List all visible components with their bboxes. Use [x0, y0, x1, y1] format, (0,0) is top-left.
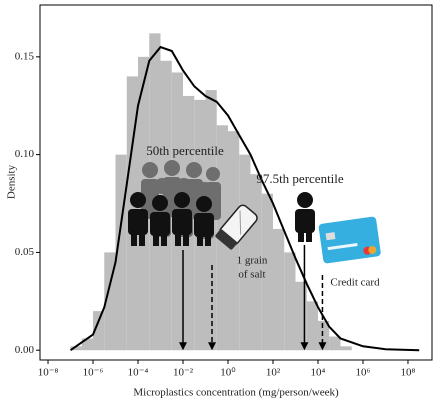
annotation-text: 1 grain	[237, 255, 268, 267]
bar	[239, 155, 250, 351]
bar	[329, 337, 340, 351]
y-tick-label: 0.00	[15, 344, 35, 356]
annotation-text: 50th percentile	[146, 143, 224, 158]
annotation-text: Credit card	[330, 277, 380, 289]
x-tick-label: 10⁰	[220, 367, 236, 379]
x-tick-label: 10⁻⁸	[38, 367, 59, 379]
x-tick-label: 10⁶	[356, 367, 371, 379]
bar	[340, 346, 351, 350]
chart: 50th percentile 1 grain of salt 97.5th perc…	[0, 0, 437, 405]
x-tick-label: 10⁻²	[173, 367, 194, 379]
x-tick-label: 10⁻⁶	[83, 367, 104, 379]
bar	[284, 252, 295, 350]
credit-card	[318, 216, 381, 264]
annotation-text: of salt	[238, 269, 265, 281]
bar	[307, 301, 318, 350]
x-axis-label: Microplastics concentration (mg/person/w…	[133, 387, 339, 399]
x-tick-label: 10²	[266, 367, 281, 379]
y-axis-label: Density	[6, 164, 18, 199]
x-tick-label: 10⁸	[401, 367, 416, 379]
annotation-text: 97.5th percentile	[256, 171, 344, 186]
y-tick-label: 0.05	[15, 246, 35, 258]
y-tick-label: 0.10	[15, 148, 35, 160]
x-tick-label: 10⁻⁴	[128, 367, 149, 379]
y-tick-label: 0.15	[15, 50, 35, 62]
bar	[273, 229, 284, 350]
x-tick-label: 10⁴	[311, 367, 326, 379]
